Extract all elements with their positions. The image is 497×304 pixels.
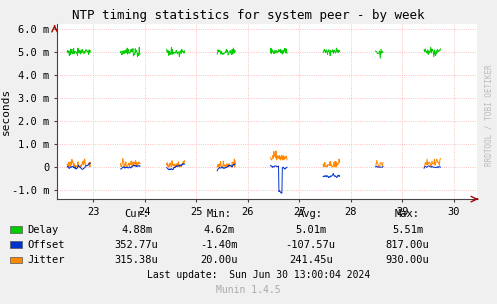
Text: Delay: Delay bbox=[27, 225, 58, 234]
Text: -107.57u: -107.57u bbox=[286, 240, 335, 250]
Text: 315.38u: 315.38u bbox=[115, 255, 159, 265]
Text: NTP timing statistics for system peer - by week: NTP timing statistics for system peer - … bbox=[72, 9, 425, 22]
Text: 930.00u: 930.00u bbox=[386, 255, 429, 265]
Text: RRDTOOL / TOBI OETIKER: RRDTOOL / TOBI OETIKER bbox=[484, 65, 493, 166]
Text: 4.88m: 4.88m bbox=[121, 225, 152, 234]
Text: Cur:: Cur: bbox=[124, 209, 149, 219]
Text: 4.62m: 4.62m bbox=[203, 225, 234, 234]
Y-axis label: seconds: seconds bbox=[0, 88, 10, 135]
Text: 20.00u: 20.00u bbox=[200, 255, 238, 265]
Text: Jitter: Jitter bbox=[27, 255, 65, 265]
Text: -1.40m: -1.40m bbox=[200, 240, 238, 250]
Text: Min:: Min: bbox=[206, 209, 231, 219]
Text: 817.00u: 817.00u bbox=[386, 240, 429, 250]
Text: Munin 1.4.5: Munin 1.4.5 bbox=[216, 285, 281, 295]
Text: Max:: Max: bbox=[395, 209, 420, 219]
Text: 5.51m: 5.51m bbox=[392, 225, 423, 234]
Text: 241.45u: 241.45u bbox=[289, 255, 332, 265]
Text: 5.01m: 5.01m bbox=[295, 225, 326, 234]
Text: Last update:  Sun Jun 30 13:00:04 2024: Last update: Sun Jun 30 13:00:04 2024 bbox=[147, 270, 370, 280]
Text: 352.77u: 352.77u bbox=[115, 240, 159, 250]
Text: Offset: Offset bbox=[27, 240, 65, 250]
Text: Avg:: Avg: bbox=[298, 209, 323, 219]
